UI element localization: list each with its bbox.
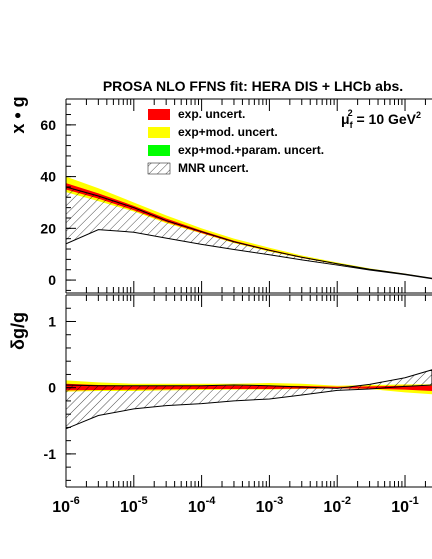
xtick-label: 10-1: [391, 495, 419, 516]
bottom-ytick-label: -1: [44, 446, 57, 462]
legend-label-mnr: MNR uncert.: [178, 161, 249, 175]
top-y-axis-label: x • g: [8, 96, 28, 133]
legend: exp. uncert. exp+mod. uncert. exp+mod.+p…: [147, 107, 324, 175]
top-ytick-label: 0: [48, 272, 56, 288]
bottom-band-mnr-uncert: [66, 369, 432, 430]
xtick-label: 10-3: [256, 495, 284, 516]
legend-label-exp-mod: exp+mod. uncert.: [178, 125, 278, 139]
bottom-bands: [66, 369, 432, 430]
bottom-x-ticks: 10-6 10-5 10-4 10-3 10-2 10-1: [52, 295, 426, 516]
bottom-y-ticks: -1 0 1: [44, 294, 76, 481]
legend-swatch-exp: [148, 109, 170, 120]
top-band-mnr-uncert: [66, 186, 432, 280]
top-ytick-label: 40: [40, 169, 56, 185]
legend-swatch-exp-mod: [148, 127, 170, 138]
xtick-label: 10-2: [323, 495, 351, 516]
top-ytick-label: 20: [40, 220, 56, 236]
legend-swatch-mnr: [147, 162, 171, 175]
top-panel: 0 20 40 60 x • g exp. uncert. exp+mod. unce…: [8, 96, 432, 294]
legend-label-exp-mod-param: exp+mod.+param. uncert.: [178, 143, 324, 157]
bottom-ytick-label: 1: [48, 313, 56, 329]
xtick-label: 10-5: [120, 495, 148, 516]
top-x-ticks: [65, 99, 426, 293]
top-ytick-label: 60: [40, 117, 56, 133]
xtick-label: 10-6: [52, 495, 80, 516]
bottom-y-axis-label: δg/g: [8, 312, 28, 350]
chart-title: PROSA NLO FFNS fit: HERA DIS + LHCb abs.: [103, 78, 403, 94]
xtick-label: 10-4: [188, 495, 216, 516]
legend-label-exp: exp. uncert.: [178, 107, 245, 121]
scale-annotation: μf2 = 10 GeV2: [341, 108, 421, 130]
bottom-ytick-label: 0: [48, 380, 56, 396]
legend-swatch-exp-mod-param: [148, 145, 170, 156]
bottom-panel: -1 0 1 10-6 10-5 10-4 10-3 10-2 10-1 δg/g: [8, 294, 432, 516]
top-bands: [66, 176, 432, 280]
top-y-ticks: 0 20 40 60: [40, 103, 76, 291]
